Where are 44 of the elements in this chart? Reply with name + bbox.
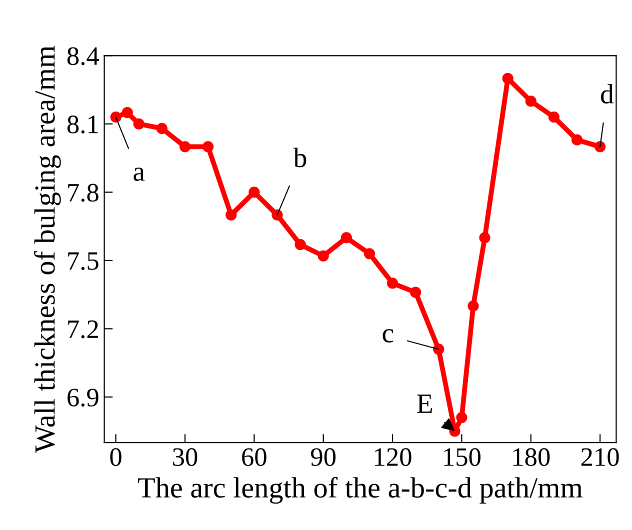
y-tick-label: 8.1 <box>67 116 98 134</box>
point <box>318 250 329 262</box>
point <box>110 112 122 123</box>
x-tick-label: 90 <box>311 448 336 466</box>
y-tick-label: 7.5 <box>68 252 98 270</box>
annotation: a <box>134 168 145 181</box>
point <box>272 209 283 221</box>
point <box>502 72 514 84</box>
annotation: E <box>417 394 432 413</box>
point <box>386 278 398 289</box>
point <box>156 122 168 134</box>
y-tick-label: 7.2 <box>68 320 98 338</box>
point <box>548 112 560 123</box>
annotation: b <box>293 148 306 168</box>
x-tick-label: 30 <box>173 448 198 466</box>
x-tick-label: 60 <box>242 448 266 466</box>
point <box>226 209 237 221</box>
point <box>202 141 214 152</box>
y-axis-title: Wall thickness of bulging area/mm <box>34 46 61 453</box>
point <box>294 238 306 250</box>
annotation: c <box>382 329 394 343</box>
point <box>468 300 479 312</box>
point <box>456 412 468 424</box>
point <box>479 232 490 244</box>
x-tick-label: 180 <box>513 448 550 466</box>
point <box>179 141 191 152</box>
point <box>122 106 133 118</box>
point <box>525 96 536 107</box>
point <box>364 248 376 260</box>
point <box>133 118 144 130</box>
annotation: d <box>601 84 614 104</box>
point <box>340 232 352 244</box>
x-axis-title: The arc length of the a-b-c-d path/mm <box>138 476 582 504</box>
x-tick-label: 150 <box>444 448 480 466</box>
y-tick-label: 6.9 <box>68 388 98 407</box>
x-tick-label: 210 <box>581 448 619 466</box>
y-tick-label: 7.8 <box>68 184 98 202</box>
x-tick-label: 120 <box>375 448 412 466</box>
x-tick-label: 0 <box>110 448 122 466</box>
y-tick-label: 8.4 <box>67 47 100 66</box>
point <box>410 286 422 298</box>
point <box>594 141 606 152</box>
point <box>248 186 260 198</box>
point <box>571 134 583 146</box>
